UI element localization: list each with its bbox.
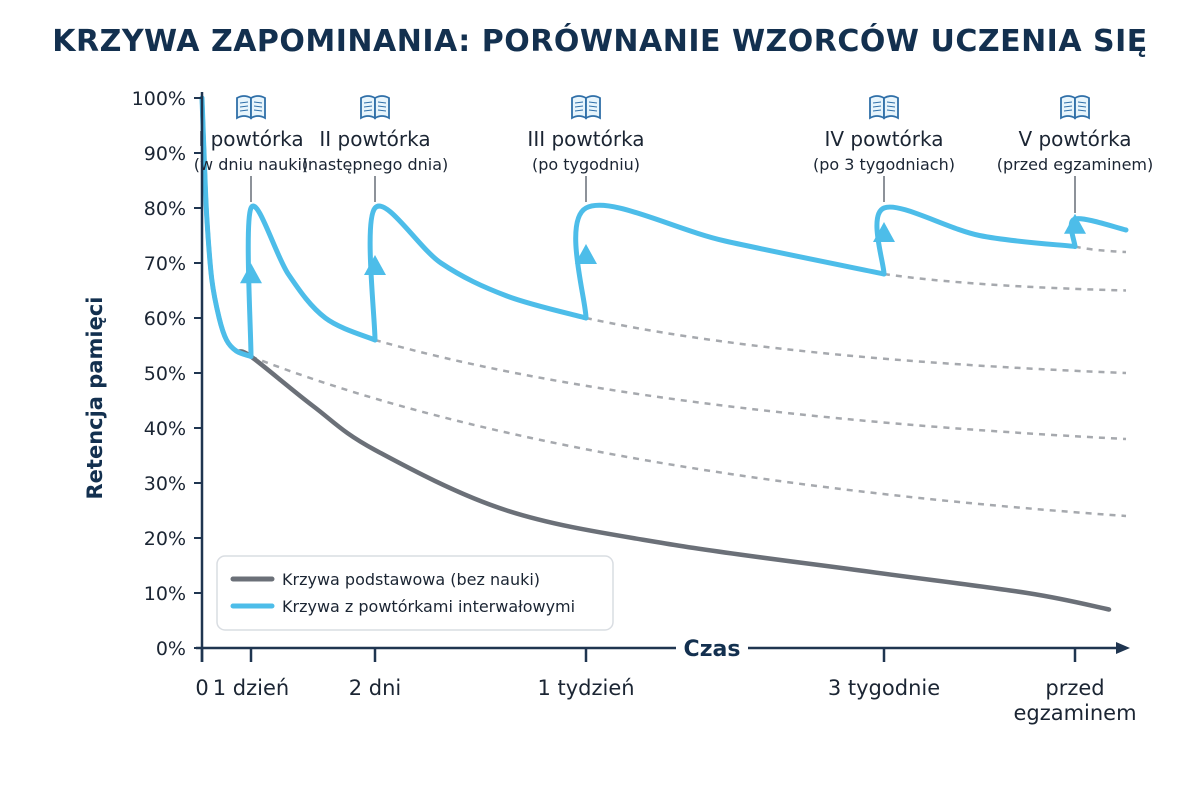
book-icon (869, 95, 899, 120)
chart-title: KRZYWA ZAPOMINANIA: PORÓWNANIE WZORCÓW U… (52, 24, 1148, 59)
baseline-curve-segment-1 (199, 95, 1112, 612)
dashed-reference-line-5 (1074, 245, 1127, 254)
dashed-reference-line-2 (374, 338, 1127, 441)
review-jump-arrow (1064, 213, 1086, 234)
y-axis-label: Retencja pamięci (83, 297, 107, 500)
x-tick-label: przed (1045, 676, 1104, 700)
legend-label: Krzywa podstawowa (bez nauki) (282, 570, 540, 589)
legend-box (216, 555, 614, 631)
annotation-title: II powtórka (319, 127, 430, 151)
y-tick-label: 20% (144, 528, 186, 550)
legend-label: Krzywa z powtórkami interwałowymi (282, 597, 575, 616)
x-tick-label: 2 dni (349, 676, 402, 700)
review-jump-arrow (873, 222, 895, 242)
y-tick-label: 50% (144, 363, 186, 385)
y-tick-label: 80% (144, 198, 186, 220)
dashed-reference-line-3 (585, 316, 1127, 375)
review-jump-arrow (364, 255, 386, 275)
y-tick-label: 60% (144, 308, 186, 330)
annotation-title: IV powtórka (824, 127, 943, 151)
spaced-repetition-curve-segment-3 (367, 203, 589, 343)
annotation-subtitle: (po 3 tygodniach) (813, 155, 955, 174)
dashed-reference-line-4 (883, 272, 1127, 292)
y-tick-label: 30% (144, 473, 186, 495)
x-tick-label: 3 tygodnie (828, 676, 940, 700)
spaced-repetition-curve-segment-2 (245, 203, 378, 359)
x-tick-label: 0 (195, 676, 208, 700)
annotation-title: III powtórka (527, 127, 644, 151)
y-tick-label: 40% (144, 418, 186, 440)
y-tick-label: 90% (144, 143, 186, 165)
x-tick-label-line2: egzaminem (1013, 701, 1136, 725)
annotation-title: I powtórka (198, 127, 303, 151)
x-axis-arrow (1116, 642, 1130, 654)
y-tick-label: 70% (144, 253, 186, 275)
book-icon (571, 95, 601, 120)
x-axis-label: Czas (684, 637, 741, 662)
annotation-subtitle: (po tygodniu) (532, 155, 640, 174)
review-jump-arrow (240, 263, 262, 284)
review-jump-arrow (575, 244, 597, 264)
x-tick-label: 1 dzień (213, 676, 289, 700)
book-icon (1060, 95, 1090, 120)
y-tick-label: 10% (144, 583, 186, 605)
spaced-repetition-curve-segment-1 (199, 95, 254, 359)
annotation-subtitle: (następnego dnia) (302, 155, 449, 174)
annotation-title: V powtórka (1018, 127, 1131, 151)
spaced-repetition-curve-segment-5 (874, 204, 1078, 277)
book-icon (360, 95, 390, 120)
spaced-repetition-curve-segment-4 (573, 202, 887, 321)
y-tick-label: 100% (132, 88, 186, 110)
annotation-subtitle: (przed egzaminem) (997, 155, 1154, 174)
annotation-subtitle: (w dniu nauki) (194, 155, 308, 174)
book-icon (236, 95, 266, 120)
dashed-reference-line-1 (250, 355, 1127, 518)
x-tick-label: 1 tydzień (537, 676, 634, 700)
y-tick-label: 0% (156, 638, 186, 660)
